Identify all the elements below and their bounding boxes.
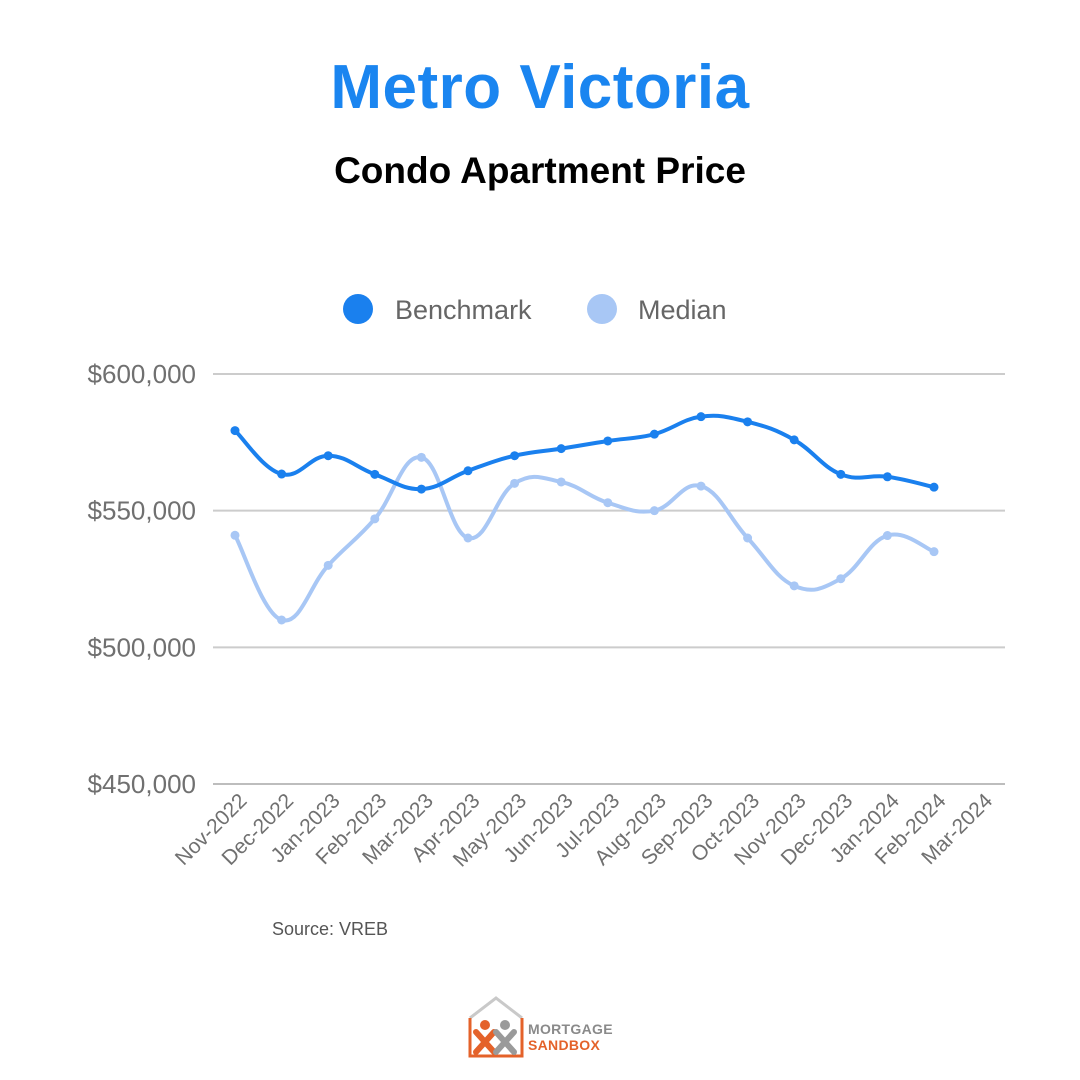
median-point (603, 498, 613, 508)
median-point (743, 533, 753, 543)
benchmark-point (743, 417, 753, 427)
median-point (649, 506, 659, 516)
x-axis-ticks: Nov-2022Dec-2022Jan-2023Feb-2023Mar-2023… (171, 789, 997, 872)
benchmark-point (696, 412, 706, 422)
mortgage-sandbox-logo: MORTGAGE SANDBOX (466, 994, 616, 1064)
benchmark-point (882, 472, 892, 482)
median-point (370, 514, 380, 524)
benchmark-point (649, 429, 659, 439)
median-point (277, 615, 287, 625)
benchmark-point (510, 451, 520, 461)
y-tick-label: $550,000 (88, 496, 196, 526)
legend-median-marker (587, 294, 617, 324)
median-point (416, 452, 426, 462)
gridlines (213, 373, 1005, 785)
legend-benchmark-marker (343, 294, 373, 324)
y-tick-label: $500,000 (88, 632, 196, 662)
y-tick-label: $600,000 (88, 359, 196, 389)
y-tick-label: $450,000 (88, 769, 196, 799)
benchmark-point (370, 469, 380, 479)
benchmark-point (603, 436, 613, 446)
benchmark-point (836, 469, 846, 479)
benchmark-point (556, 444, 566, 454)
line-chart: Benchmark Median $600,000 $550,000 $500,00… (88, 294, 1005, 872)
logo-text-sandbox: SANDBOX (528, 1037, 601, 1053)
chart-subtitle: Condo Apartment Price (334, 150, 746, 191)
median-point (556, 477, 566, 487)
median-point (836, 574, 846, 584)
median-point (510, 478, 520, 488)
benchmark-point (323, 451, 333, 461)
source-note: Source: VREB (272, 919, 389, 939)
legend-benchmark-label: Benchmark (395, 295, 532, 325)
median-point (463, 533, 473, 543)
benchmark-line (233, 413, 936, 492)
median-point (696, 481, 706, 491)
legend-median-label: Median (638, 295, 727, 325)
logo-text-mortgage: MORTGAGE (528, 1021, 613, 1037)
median-point (882, 531, 892, 541)
chart-title: Metro Victoria (330, 53, 750, 122)
house-logo-icon (468, 996, 524, 1058)
benchmark-point (277, 469, 287, 479)
y-axis-ticks: $600,000 $550,000 $500,000 $450,000 (88, 359, 196, 799)
benchmark-point (463, 466, 473, 476)
median-point (323, 560, 333, 570)
benchmark-point (789, 435, 799, 445)
benchmark-point (230, 426, 240, 436)
series-layer (230, 412, 939, 625)
median-point (230, 530, 240, 540)
chart-legend: Benchmark Median (343, 294, 727, 325)
benchmark-point (929, 482, 939, 492)
median-line (233, 455, 936, 623)
median-point (929, 547, 939, 557)
benchmark-point (416, 484, 426, 494)
median-point (789, 581, 799, 591)
